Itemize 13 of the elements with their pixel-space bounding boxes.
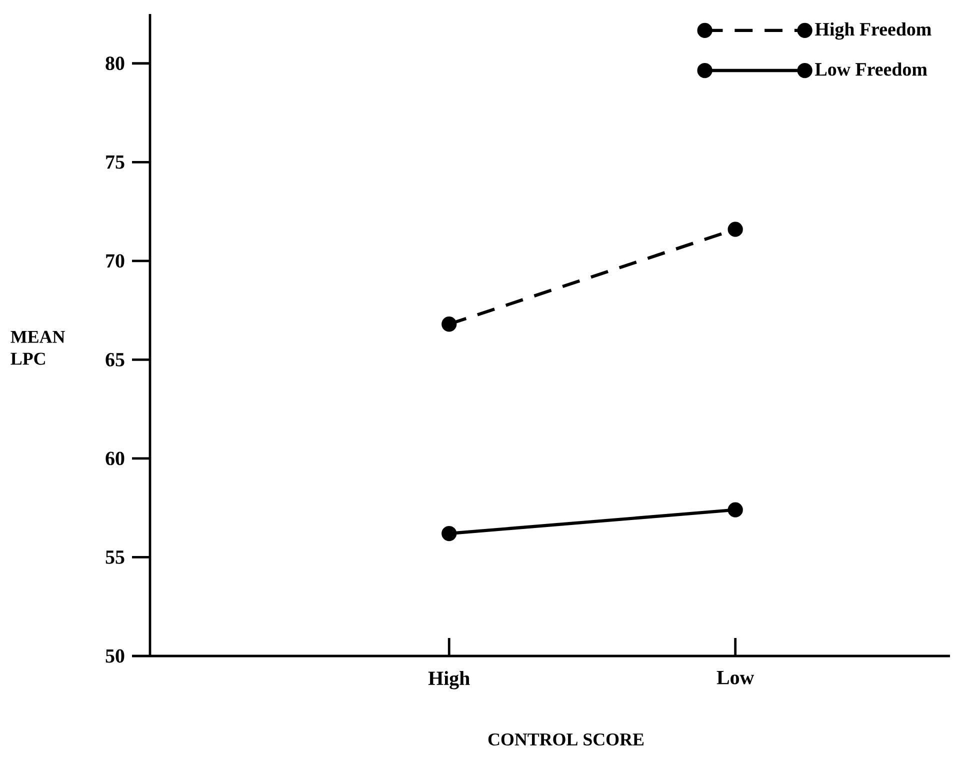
y-axis-title: MEAN LPC [10,330,65,365]
y-tick-label: 55 [106,550,124,564]
y-tick-label: 50 [106,649,124,663]
legend-label: High Freedom [815,22,932,40]
x-axis-title: CONTROL SCORE [488,733,644,746]
y-tick-label: 75 [106,156,124,169]
y-tick-label: 60 [106,452,124,466]
x-tick-label: High [428,671,470,690]
y-tick-label: 70 [106,254,124,268]
y-tick-label: 80 [106,56,124,70]
x-tick-label: Low [716,671,754,684]
y-tick-label: 65 [106,353,124,366]
legend-label: Low Freedom [815,62,928,76]
